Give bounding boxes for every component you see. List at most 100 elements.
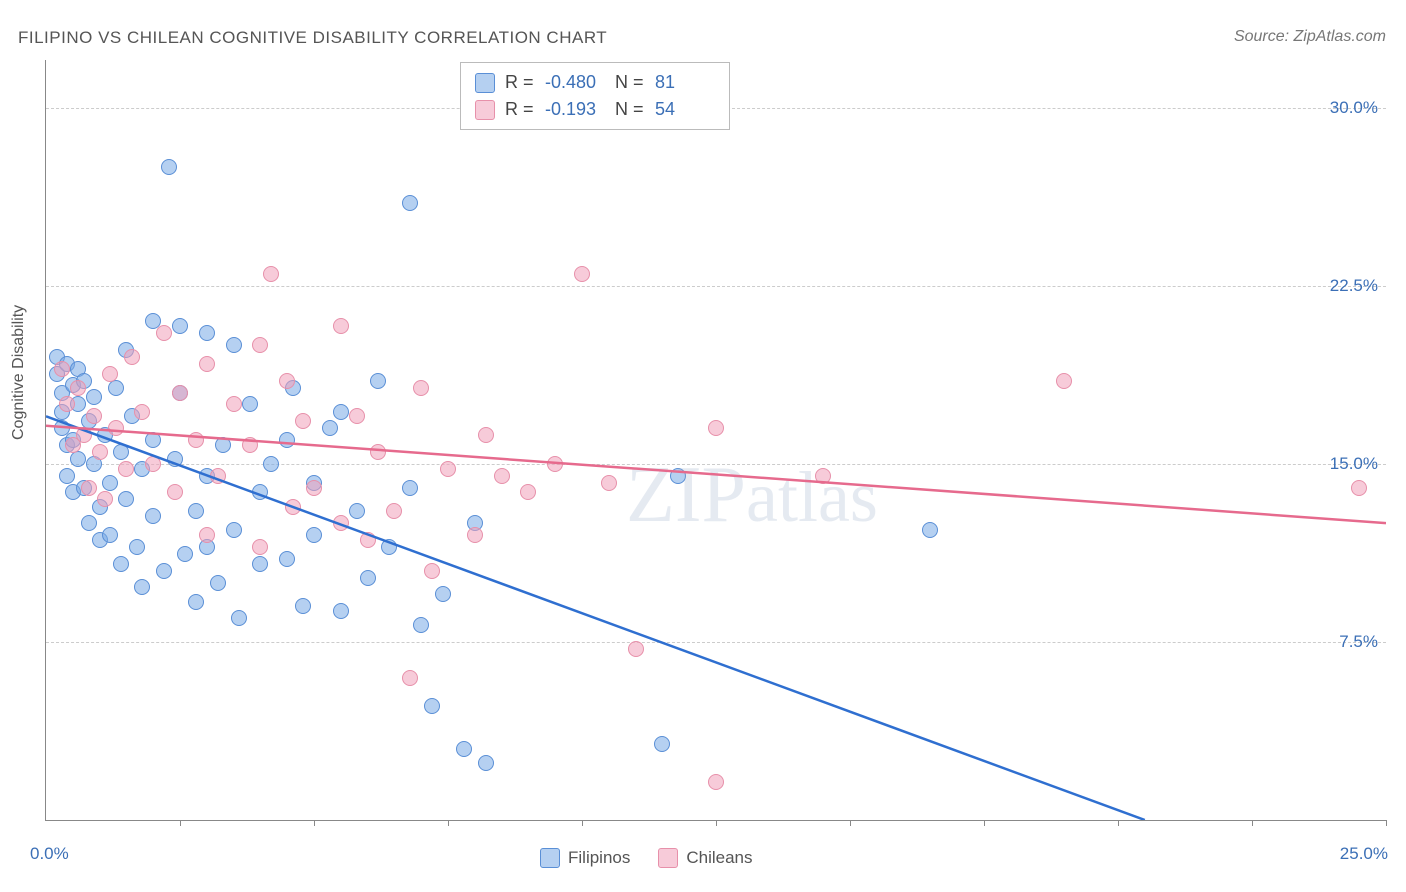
data-point — [263, 266, 279, 282]
data-point — [333, 515, 349, 531]
data-point — [226, 396, 242, 412]
data-point — [177, 546, 193, 562]
swatch-filipinos-icon — [540, 848, 560, 868]
data-point — [333, 603, 349, 619]
data-point — [370, 373, 386, 389]
data-point — [252, 484, 268, 500]
data-point — [199, 325, 215, 341]
data-point — [708, 774, 724, 790]
data-point — [118, 491, 134, 507]
data-point — [70, 380, 86, 396]
data-point — [145, 432, 161, 448]
data-point — [424, 563, 440, 579]
x-axis-start-label: 0.0% — [30, 844, 69, 864]
data-point — [360, 570, 376, 586]
data-point — [97, 491, 113, 507]
data-point — [76, 427, 92, 443]
data-point — [306, 527, 322, 543]
data-point — [113, 444, 129, 460]
data-point — [242, 437, 258, 453]
data-point — [81, 480, 97, 496]
correlation-legend: R = -0.480 N = 81 R = -0.193 N = 54 — [460, 62, 730, 130]
legend-row-chileans: R = -0.193 N = 54 — [475, 96, 715, 123]
data-point — [670, 468, 686, 484]
legend-item-chileans: Chileans — [658, 848, 752, 868]
data-point — [402, 195, 418, 211]
legend-label-filipinos: Filipinos — [568, 848, 630, 868]
x-axis-end-label: 25.0% — [1340, 844, 1388, 864]
n-value-filipinos: 81 — [655, 69, 715, 96]
data-point — [601, 475, 617, 491]
data-point — [360, 532, 376, 548]
data-point — [478, 427, 494, 443]
data-point — [440, 461, 456, 477]
data-point — [402, 480, 418, 496]
y-tick-label: 30.0% — [1330, 98, 1378, 118]
y-tick-label: 15.0% — [1330, 454, 1378, 474]
data-point — [279, 432, 295, 448]
data-point — [628, 641, 644, 657]
data-point — [279, 373, 295, 389]
swatch-filipinos — [475, 73, 495, 93]
data-point — [102, 475, 118, 491]
data-point — [231, 610, 247, 626]
data-point — [520, 484, 536, 500]
data-point — [226, 337, 242, 353]
x-tick — [850, 820, 851, 826]
data-point — [199, 356, 215, 372]
n-label: N = — [615, 69, 645, 96]
data-point — [129, 539, 145, 555]
data-point — [349, 503, 365, 519]
data-point — [435, 586, 451, 602]
data-point — [381, 539, 397, 555]
legend-item-filipinos: Filipinos — [540, 848, 630, 868]
data-point — [226, 522, 242, 538]
data-point — [494, 468, 510, 484]
r-value-chileans: -0.193 — [545, 96, 605, 123]
data-point — [478, 755, 494, 771]
data-point — [456, 741, 472, 757]
data-point — [574, 266, 590, 282]
data-point — [188, 594, 204, 610]
data-point — [70, 451, 86, 467]
data-point — [215, 437, 231, 453]
data-point — [815, 468, 831, 484]
data-point — [145, 508, 161, 524]
data-point — [413, 617, 429, 633]
data-point — [113, 556, 129, 572]
data-point — [134, 404, 150, 420]
y-tick-label: 7.5% — [1339, 632, 1378, 652]
data-point — [199, 527, 215, 543]
data-point — [172, 318, 188, 334]
data-point — [167, 451, 183, 467]
gridline — [46, 642, 1386, 643]
swatch-chileans — [475, 100, 495, 120]
data-point — [188, 432, 204, 448]
source-label: Source: ZipAtlas.com — [1234, 28, 1386, 46]
data-point — [386, 503, 402, 519]
data-point — [1056, 373, 1072, 389]
data-point — [922, 522, 938, 538]
data-point — [252, 539, 268, 555]
data-point — [547, 456, 563, 472]
data-point — [134, 579, 150, 595]
chart-title: FILIPINO VS CHILEAN COGNITIVE DISABILITY… — [18, 28, 607, 48]
data-point — [467, 527, 483, 543]
data-point — [156, 325, 172, 341]
x-tick — [314, 820, 315, 826]
data-point — [108, 380, 124, 396]
gridline — [46, 286, 1386, 287]
x-tick — [1118, 820, 1119, 826]
data-point — [708, 420, 724, 436]
x-tick — [180, 820, 181, 826]
data-point — [161, 159, 177, 175]
r-value-filipinos: -0.480 — [545, 69, 605, 96]
data-point — [167, 484, 183, 500]
data-point — [285, 499, 301, 515]
data-point — [322, 420, 338, 436]
data-point — [295, 598, 311, 614]
x-tick — [716, 820, 717, 826]
data-point — [654, 736, 670, 752]
n-value-chileans: 54 — [655, 96, 715, 123]
r-label: R = — [505, 96, 535, 123]
